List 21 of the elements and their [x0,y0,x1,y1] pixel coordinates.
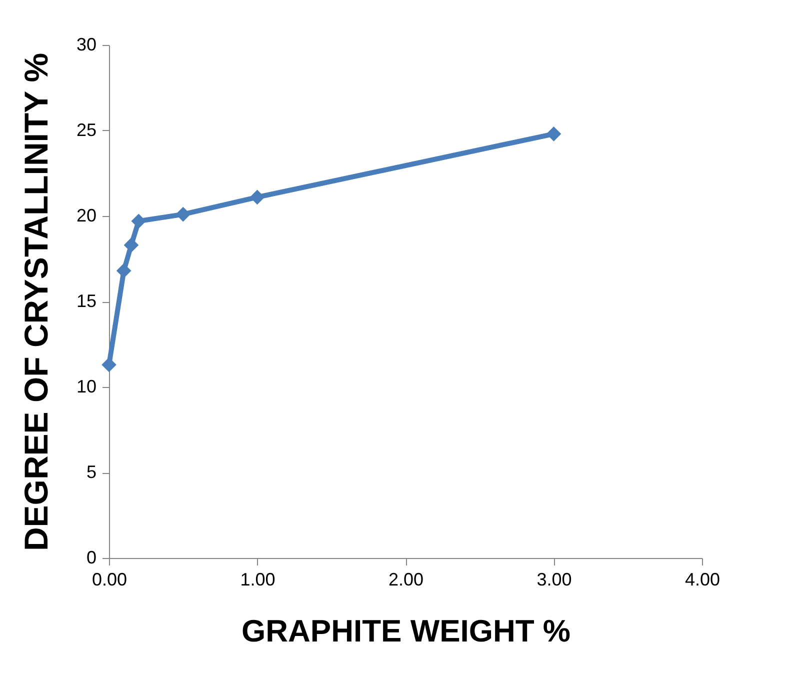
y-tick-label: 0 [86,548,96,568]
x-tick-label: 4.00 [684,570,720,590]
point [546,126,562,142]
point [102,357,116,372]
x-tick-label: 0.00 [92,570,128,590]
point [176,206,191,222]
point [116,263,132,278]
y-tick-label: 20 [76,206,96,226]
point [250,190,265,205]
y-tick-label: 30 [76,34,96,54]
y-tick-label: 5 [86,462,96,482]
y-tick-label: 10 [76,376,96,396]
x-tick-label: 3.00 [536,570,572,590]
point [124,238,139,252]
x-axis-title: GRAPHITE WEIGHT % [242,614,570,648]
x-tick-label: 1.00 [240,570,276,590]
y-tick-label: 15 [76,291,96,311]
point [131,214,146,229]
y-axis-title: DEGREE OF CRYSTALLINITY % [17,52,54,552]
x-tick-label: 2.00 [388,570,424,590]
y-tick-label: 25 [76,120,96,140]
